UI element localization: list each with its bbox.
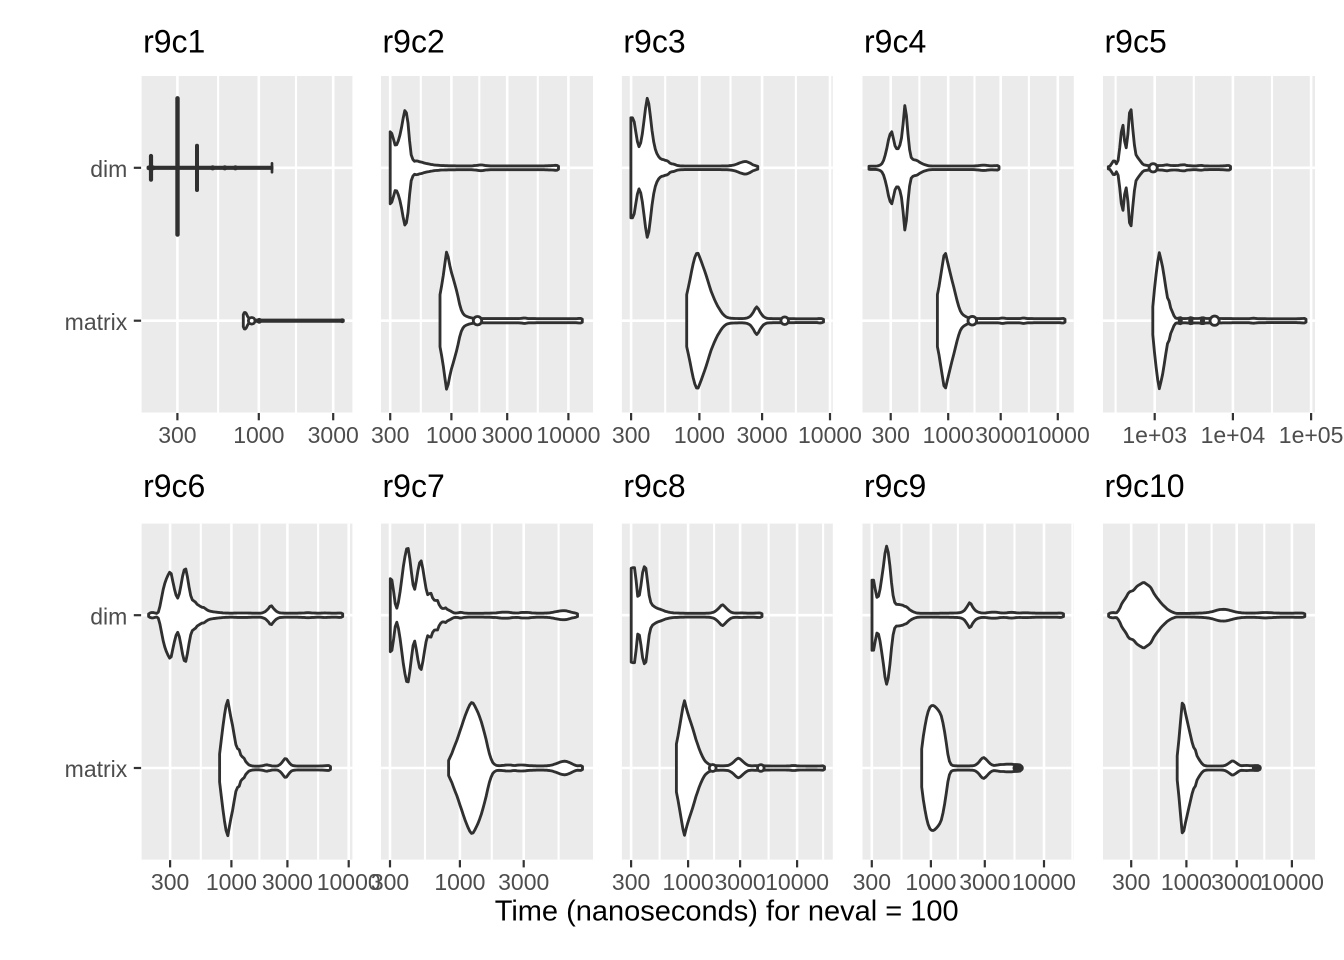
svg-text:1000: 1000 — [663, 869, 714, 895]
svg-text:3000: 3000 — [482, 422, 533, 448]
svg-text:1e+05: 1e+05 — [1279, 422, 1344, 448]
svg-text:1000: 1000 — [1161, 869, 1212, 895]
svg-text:1e+03: 1e+03 — [1122, 422, 1187, 448]
svg-text:3000: 3000 — [308, 422, 359, 448]
svg-text:10000: 10000 — [317, 869, 381, 895]
svg-text:r9c1: r9c1 — [143, 24, 205, 60]
svg-text:3000: 3000 — [262, 869, 313, 895]
svg-text:300: 300 — [151, 869, 189, 895]
svg-text:3000: 3000 — [1211, 869, 1262, 895]
svg-text:dim: dim — [90, 603, 127, 629]
svg-text:3000: 3000 — [959, 869, 1010, 895]
svg-text:1000: 1000 — [206, 869, 257, 895]
svg-text:matrix: matrix — [65, 309, 128, 335]
svg-text:300: 300 — [371, 422, 409, 448]
svg-text:10000: 10000 — [1012, 869, 1076, 895]
svg-text:300: 300 — [1112, 869, 1150, 895]
svg-text:Time (nanoseconds) for neval =: Time (nanoseconds) for neval = 100 — [495, 896, 959, 928]
svg-text:r9c5: r9c5 — [1105, 24, 1167, 60]
svg-text:1000: 1000 — [426, 422, 477, 448]
svg-text:300: 300 — [872, 422, 910, 448]
svg-text:1000: 1000 — [434, 869, 485, 895]
svg-text:3000: 3000 — [737, 422, 788, 448]
svg-text:r9c3: r9c3 — [623, 24, 685, 60]
svg-text:300: 300 — [853, 869, 891, 895]
svg-text:10000: 10000 — [1260, 869, 1324, 895]
svg-text:10000: 10000 — [765, 869, 829, 895]
svg-text:3000: 3000 — [498, 869, 549, 895]
svg-text:300: 300 — [612, 869, 650, 895]
svg-text:r9c10: r9c10 — [1105, 468, 1185, 504]
svg-text:1000: 1000 — [923, 422, 974, 448]
svg-text:matrix: matrix — [65, 756, 128, 782]
svg-text:300: 300 — [371, 869, 409, 895]
svg-text:300: 300 — [158, 422, 196, 448]
svg-text:10000: 10000 — [1026, 422, 1090, 448]
svg-text:1000: 1000 — [905, 869, 956, 895]
svg-text:r9c2: r9c2 — [383, 24, 445, 60]
svg-text:r9c7: r9c7 — [383, 468, 445, 504]
svg-text:3000: 3000 — [975, 422, 1026, 448]
svg-text:r9c4: r9c4 — [864, 24, 926, 60]
svg-text:1e+04: 1e+04 — [1201, 422, 1266, 448]
svg-text:10000: 10000 — [798, 422, 862, 448]
svg-text:3000: 3000 — [715, 869, 766, 895]
svg-text:1000: 1000 — [674, 422, 725, 448]
svg-text:r9c8: r9c8 — [623, 468, 685, 504]
svg-text:dim: dim — [90, 156, 127, 182]
svg-text:300: 300 — [612, 422, 650, 448]
svg-text:r9c6: r9c6 — [143, 468, 205, 504]
svg-text:10000: 10000 — [536, 422, 600, 448]
svg-text:r9c9: r9c9 — [864, 468, 926, 504]
svg-text:1000: 1000 — [233, 422, 284, 448]
